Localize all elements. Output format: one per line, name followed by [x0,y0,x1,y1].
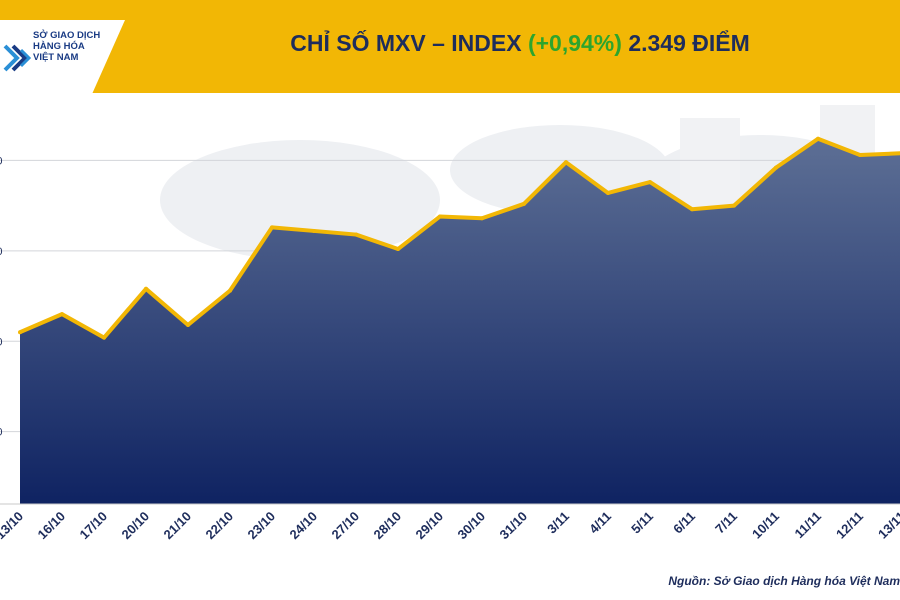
x-tick-label: 13/10 [0,509,26,543]
area-fill [20,138,900,504]
data-point [522,201,526,206]
x-tick-label: 12/11 [833,509,866,542]
x-tick-label: 10/11 [749,509,782,542]
x-tick-label: 11/11 [792,509,825,542]
x-tick-label: 21/10 [161,509,195,543]
org-name-line: HÀNG HÓA [33,41,85,52]
data-point [732,203,736,208]
data-point [396,247,400,252]
data-point [270,225,274,230]
data-point [648,180,652,185]
x-tick-label: 29/10 [413,509,447,543]
index-value: 2.349 ĐIỂM [628,30,750,56]
x-tick-label: 23/10 [245,509,279,543]
data-point [18,330,22,335]
series-line [19,136,900,340]
x-tick-label: 7/11 [712,509,740,537]
logo: SỞ GIAO DỊCH HÀNG HÓA VIỆT NAM [0,20,125,93]
org-name-line: SỞ GIAO DỊCH [33,30,101,41]
data-point [816,136,820,141]
header-banner: SỞ GIAO DỊCH HÀNG HÓA VIỆT NAM CHỈ SỐ MX… [0,0,900,93]
data-point [144,286,148,291]
x-tick-label: 24/10 [287,509,321,543]
data-point [102,335,106,340]
y-tick-label: 2300 [0,246,2,258]
data-point [690,207,694,212]
data-point [186,322,190,327]
x-tick-label: 27/10 [329,509,363,543]
change-percent: (+0,94%) [527,30,622,56]
y-tick-label: 2200 [0,427,2,439]
x-tick-label: 22/10 [203,509,237,543]
data-point [858,152,862,157]
x-tick-label: 20/10 [119,509,153,543]
data-point [228,288,232,293]
chart-title: CHỈ SỐ MXV – INDEX (+0,94%) 2.349 ĐIỂM [140,30,900,57]
y-tick-label: 2350 [0,155,2,167]
x-tick-label: 6/11 [670,509,698,537]
x-tick-label: 31/10 [497,509,531,543]
data-point [774,165,778,170]
data-point [480,216,484,221]
data-point [60,312,64,317]
data-point [312,228,316,233]
area-chart: 22002250230023502400 13/1016/1017/1020/1… [0,105,900,543]
x-tick-label: 4/11 [586,509,614,537]
x-tick-label: 5/11 [628,509,656,537]
x-tick-label: 13/11 [875,509,900,542]
y-axis: 22002250230023502400 [0,155,2,439]
x-tick-label: 30/10 [455,509,489,543]
x-axis-labels: 13/10 16/10 17/10 20/10 21/10 22/10 23/10 24/10… [0,509,900,543]
source-note: Nguồn: Sở Giao dịch Hàng hóa Việt Nam [668,574,900,588]
x-tick-label: 3/11 [544,509,572,537]
x-tick-label: 16/10 [35,509,69,543]
x-tick-label: 28/10 [371,509,405,543]
data-points [18,136,862,340]
y-tick-label: 2250 [0,336,2,348]
data-point [354,232,358,237]
org-name-line: VIỆT NAM [33,52,79,63]
data-point [606,190,610,195]
org-name: SỞ GIAO DỊCH HÀNG HÓA VIỆT NAM [33,30,108,63]
data-point [438,214,442,219]
data-point [564,160,568,165]
x-tick-label: 17/10 [77,509,111,543]
mxv-logo-icon [3,44,32,72]
title-prefix: CHỈ SỐ MXV – INDEX [290,30,522,56]
